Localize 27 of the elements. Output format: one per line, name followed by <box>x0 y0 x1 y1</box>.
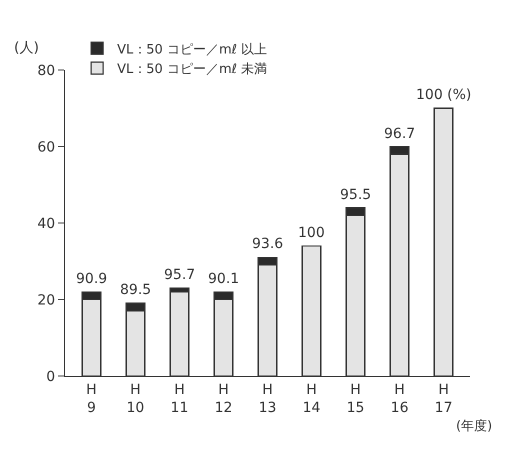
annotation: 89.5 <box>120 282 152 298</box>
x-tick-label: H 14 <box>302 382 321 416</box>
text: (年度) <box>456 418 492 434</box>
annotation: 100 (%) <box>416 87 472 103</box>
x-tick-label: H 17 <box>434 382 453 416</box>
x-tick-label: H 9 <box>86 382 97 416</box>
annotation: 93.6 <box>252 236 284 252</box>
annotation: 100 <box>298 225 325 241</box>
y-tick-label: 60 <box>37 139 56 156</box>
annotation: 90.9 <box>76 271 108 287</box>
x-tick-label: H 13 <box>258 382 276 416</box>
y-tick-label: 80 <box>37 62 56 79</box>
annotation: 90.1 <box>208 271 240 287</box>
annotation: 96.7 <box>384 126 416 142</box>
x-tick-label: H 10 <box>126 382 144 416</box>
annotation: 95.7 <box>164 267 196 283</box>
y-axis-title: (人) <box>14 40 39 56</box>
x-tick-label: H 16 <box>390 382 409 416</box>
legend-label: VL：50 コピー／mℓ 以上 <box>117 42 268 58</box>
y-tick-label: 40 <box>37 216 56 232</box>
legend-label: VL：50 コピー／mℓ 未満 <box>117 62 268 78</box>
x-tick-label: H 12 <box>214 382 232 416</box>
annotation: 95.5 <box>340 187 372 203</box>
x-tick-label: H 11 <box>170 382 188 416</box>
y-tick-label: 20 <box>37 292 56 308</box>
y-tick-label: 0 <box>46 368 56 385</box>
x-tick-label: H 15 <box>346 382 364 416</box>
